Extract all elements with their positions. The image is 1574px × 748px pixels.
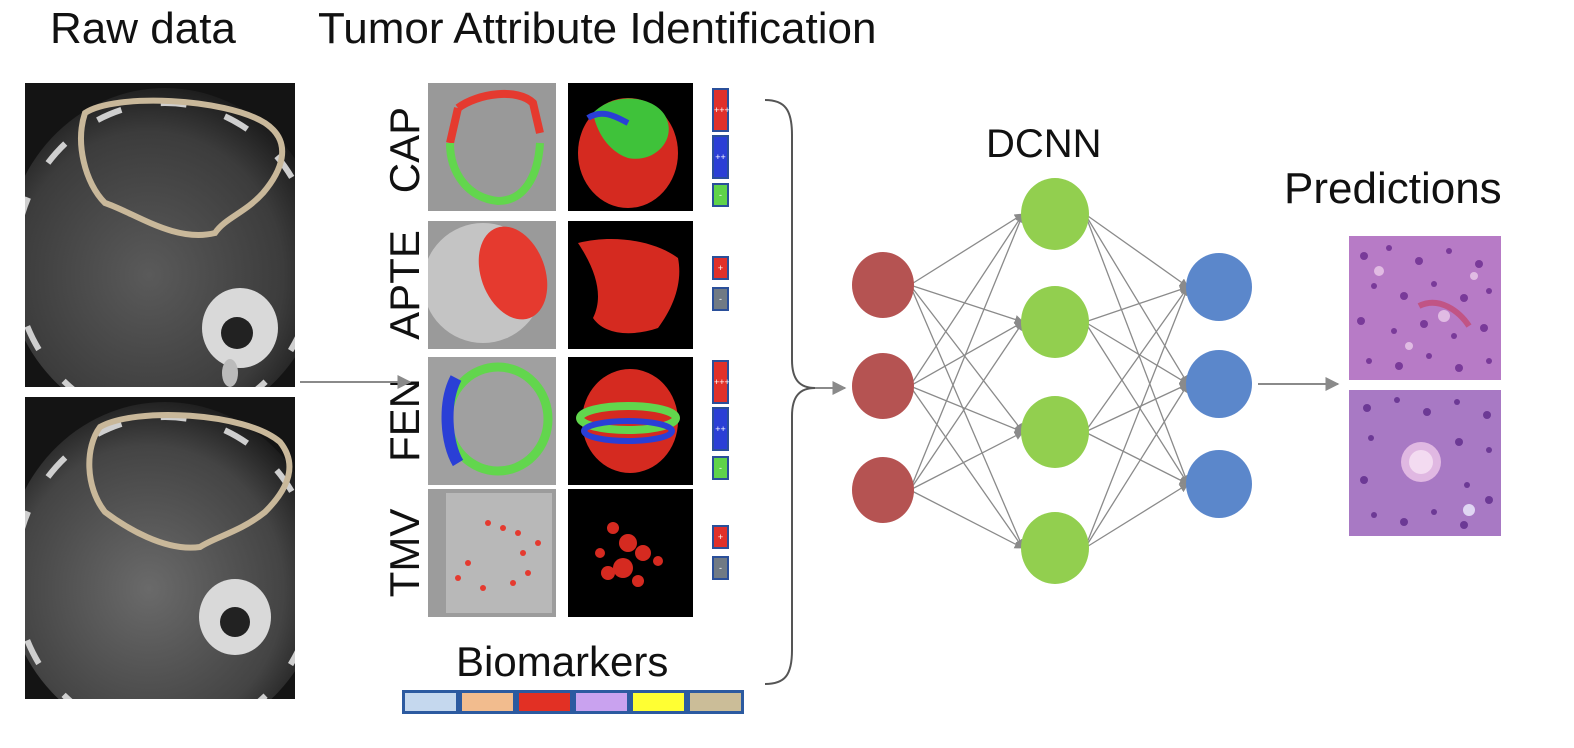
network-edge [1084,286,1190,549]
cap-indicator-mid: ++ [712,135,729,179]
network-nodes [852,178,1252,584]
network-edge [909,213,1024,387]
hidden-node [1021,286,1089,358]
fen-indicator-neg: - [712,456,729,480]
fen-indicator-high: +++ [712,360,730,404]
network-edge [909,213,1024,286]
apte-3d-panel [568,221,693,349]
apte-ct-panel [428,221,556,349]
histology-bottom-image [1349,390,1501,536]
histology-top-image [1349,236,1501,380]
curly-brace [764,99,816,685]
output-node [1186,450,1252,518]
input-node [852,353,914,419]
network-edge [909,284,1024,549]
network-edge [909,385,1024,434]
fen-ct-panel [428,357,556,485]
network-edge [1084,383,1189,433]
network-edge [909,385,1024,549]
tmv-3d-panel [568,489,693,617]
biomarker-swatch-3 [516,690,573,714]
ct-scan-top-image [25,83,295,387]
apte-indicator-neg: - [712,287,729,311]
input-node [852,252,914,318]
raw-ct-scan-top [25,83,295,387]
predictions-heading: Predictions [1284,164,1502,213]
output-node [1186,350,1252,418]
apte-indicator-pos: + [712,256,729,280]
network-edge [1084,213,1189,385]
network-edge [1084,213,1189,288]
network-edge [1084,383,1189,549]
tmv-indicator-neg: - [712,556,729,580]
ct-scan-bottom-image [25,397,295,699]
network-edge [909,213,1025,491]
network-edge [909,321,1024,491]
tmv-indicator-pos: + [712,525,729,549]
network-edge [909,431,1024,491]
biomarker-swatch-2 [459,690,516,714]
raw-data-heading: Raw data [50,4,236,53]
hidden-node [1021,178,1089,250]
network-edge [1084,483,1189,549]
cap-3d-panel [568,83,693,211]
biomarker-swatch-6 [687,690,744,714]
hidden-node [1021,396,1089,468]
network-edge [909,321,1024,387]
cap-ct-panel [428,83,556,211]
biomarker-swatch-5 [630,690,687,714]
raw-ct-scan-bottom [25,397,295,699]
tmv-ct-panel [428,489,556,617]
cap-indicator-high: +++ [712,88,730,132]
prediction-histology-bottom [1349,390,1501,536]
prediction-histology-top [1349,236,1501,380]
biomarker-swatch-4 [573,690,630,714]
attribute-panels [428,83,693,617]
network-edge [1084,321,1189,485]
biomarker-swatch-1 [402,690,459,714]
network-edge [909,489,1024,549]
network-edge [1084,286,1189,433]
output-node [1186,253,1252,321]
biomarkers-heading: Biomarkers [456,638,669,685]
input-node [852,457,914,523]
fen-3d-panel [568,357,693,485]
network-edge [909,284,1024,324]
cap-indicator-neg: - [712,183,729,207]
tumor-attribute-heading: Tumor Attribute Identification [318,4,877,53]
hidden-node [1021,512,1089,584]
network-edge [1084,213,1190,485]
dcnn-heading: DCNN [986,122,1102,166]
network-edge [1084,321,1189,385]
network-edge [1084,431,1189,485]
network-edge [1084,285,1189,323]
network-edges [909,213,1190,549]
fen-indicator-mid: ++ [712,407,729,451]
network-edge [909,284,1024,433]
